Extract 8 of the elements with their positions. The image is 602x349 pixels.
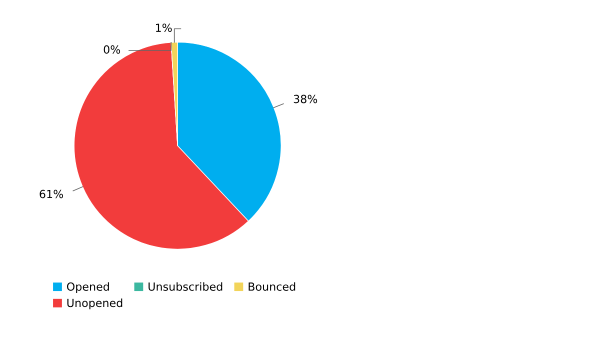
legend-label: Unopened bbox=[67, 298, 122, 310]
text: 0% bbox=[104, 45, 120, 54]
legend-label: Opened bbox=[67, 282, 109, 293]
legend-label: Bounced bbox=[248, 282, 296, 291]
legend-label: Unsubscribed bbox=[148, 282, 222, 291]
data-label: 38% bbox=[294, 94, 318, 104]
data-label: 1% bbox=[156, 24, 172, 32]
data-label: 61% bbox=[40, 190, 64, 198]
